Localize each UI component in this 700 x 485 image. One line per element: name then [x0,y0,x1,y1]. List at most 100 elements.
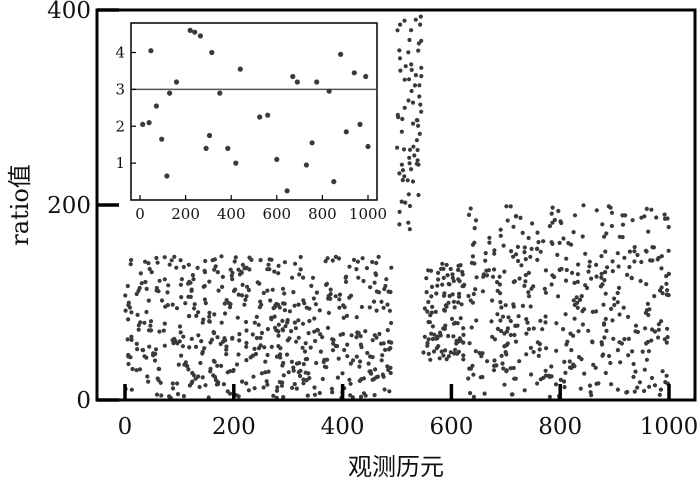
main-point [170,302,175,307]
main-point [589,276,594,281]
main-point [451,278,456,284]
main-point [129,310,134,315]
main-point [265,327,270,332]
main-point [317,390,322,396]
main-point [407,161,412,166]
main-point [282,260,287,265]
main-point [599,340,604,345]
main-point [605,265,610,270]
main-point [129,334,134,339]
main-point [473,218,479,223]
main-point [181,394,186,399]
main-point [307,318,312,324]
main-point [407,203,413,209]
main-point [416,48,421,53]
main-point [237,272,242,277]
main-point [325,325,331,330]
main-point [183,301,188,306]
main-point [632,249,637,254]
main-point [526,270,532,275]
main-point [348,381,353,386]
main-point [512,376,517,381]
main-point [252,386,257,391]
main-point [577,297,583,302]
main-point [430,304,435,309]
main-point [506,315,511,320]
main-point [612,296,617,301]
main-point [615,251,620,256]
main-point [586,269,591,274]
main-point [312,329,317,334]
main-point [517,359,522,364]
main-point [569,365,574,370]
main-point [422,306,427,311]
main-point [222,301,227,306]
main-point [643,310,649,315]
main-point [406,220,411,225]
main-point [372,333,377,338]
main-point [587,383,593,388]
main-point [172,336,177,341]
main-point [642,367,647,372]
main-axes: 0 200 400 600 800 1000 0 200 400 观测历元 ratio值 [6,0,698,481]
main-point [345,354,350,359]
main-point [147,344,152,349]
main-point [188,280,193,285]
main-point [266,369,271,374]
main-point [307,306,312,311]
main-point [134,291,139,297]
main-point [263,370,268,375]
main-point [277,379,282,385]
main-point [570,270,575,275]
main-point [169,258,174,263]
main-point [627,249,633,254]
main-point [480,289,485,294]
main-point [154,255,159,261]
main-point [317,308,322,313]
main-point [167,394,172,399]
main-point [278,355,283,360]
main-point [186,262,191,267]
main-point [280,301,286,306]
main-point [601,322,607,327]
main-point [271,306,276,311]
main-point [468,206,473,211]
main-point [364,266,369,271]
main-point [526,235,531,241]
main-point [207,314,212,319]
x-tick-label-0: 0 [118,414,133,440]
main-point [487,235,492,240]
main-point [216,380,221,385]
main-point [395,112,400,118]
main-point [415,147,420,153]
main-point [576,262,581,267]
main-point [341,303,346,308]
main-point [379,358,384,363]
main-point [166,283,171,288]
main-point [444,357,449,362]
x-axis-title: 观测历元 [348,453,444,481]
main-point [142,354,147,359]
main-point [631,361,636,367]
main-point [326,310,331,315]
main-point [135,347,140,352]
main-point [623,213,628,218]
main-point [226,301,231,306]
main-point [181,334,186,339]
main-point [403,200,408,205]
main-point [516,258,521,264]
main-point [419,74,424,79]
main-point [538,318,543,323]
main-point [282,308,287,313]
main-point [286,370,291,375]
main-point [360,256,365,261]
main-point [579,294,584,299]
main-point [386,339,392,344]
main-point [268,298,273,303]
main-point [561,327,566,332]
main-point [178,258,183,263]
main-point [400,168,406,173]
main-point [261,385,266,390]
main-point [181,264,186,270]
main-point [650,327,655,332]
